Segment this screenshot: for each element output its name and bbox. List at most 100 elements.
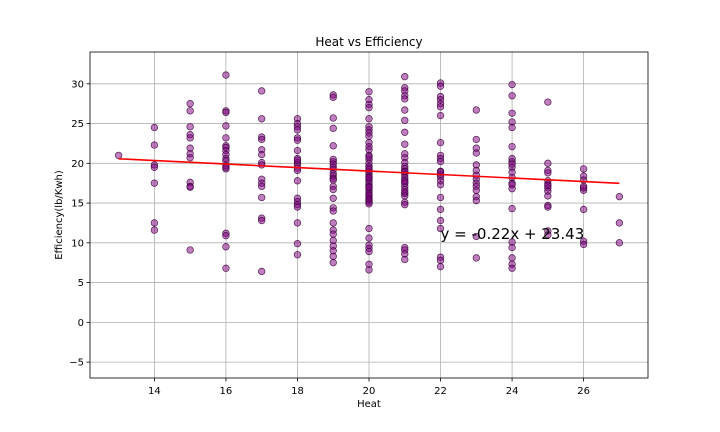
- data-point: [472, 232, 480, 241]
- data-point: [436, 263, 445, 271]
- data-point: [401, 255, 409, 264]
- data-point: [401, 201, 409, 209]
- x-tick-label: 26: [577, 386, 590, 397]
- data-point: [508, 243, 516, 252]
- x-tick-label: 24: [506, 386, 519, 397]
- data-point: [258, 150, 266, 159]
- data-point: [508, 181, 516, 189]
- data-point: [329, 176, 337, 184]
- data-point: [329, 252, 337, 260]
- data-point: [472, 254, 480, 262]
- data-point: [293, 126, 302, 134]
- data-point: [222, 122, 230, 130]
- data-point: [544, 98, 552, 106]
- data-point: [258, 115, 266, 123]
- data-point: [436, 216, 445, 225]
- data-point: [222, 243, 230, 251]
- data-point: [579, 165, 588, 173]
- data-point: [114, 151, 123, 160]
- data-point: [258, 216, 266, 225]
- x-axis-label: Heat: [357, 399, 381, 410]
- data-point: [329, 124, 337, 132]
- data-point: [401, 116, 409, 125]
- data-point: [258, 87, 266, 95]
- data-point: [579, 184, 588, 192]
- y-tick-label: 10: [71, 238, 84, 249]
- data-point: [329, 207, 337, 215]
- data-point: [329, 93, 337, 101]
- data-point: [472, 149, 480, 157]
- data-point: [472, 186, 480, 195]
- data-point: [508, 254, 516, 262]
- y-tick-label: 0: [78, 318, 84, 329]
- data-point: [508, 109, 516, 117]
- data-point: [508, 92, 516, 100]
- data-point: [186, 154, 194, 162]
- data-point: [258, 182, 266, 191]
- x-tick-label: 16: [220, 386, 233, 397]
- data-point: [472, 135, 480, 144]
- data-point: [508, 160, 516, 168]
- data-point: [544, 181, 552, 190]
- regression-line-layer: [118, 157, 620, 185]
- data-point: [365, 266, 373, 274]
- y-axis-label: Efficiency(lb/Kwh): [54, 170, 65, 260]
- data-point: [579, 240, 588, 249]
- data-point: [615, 219, 624, 227]
- data-point: [258, 135, 266, 144]
- data-point: [472, 106, 480, 114]
- data-point: [436, 82, 445, 90]
- data-point: [365, 247, 373, 256]
- data-point: [365, 234, 373, 242]
- data-point: [579, 205, 588, 214]
- data-point: [150, 163, 159, 171]
- y-tick-label: 20: [71, 159, 84, 170]
- x-axis-ticks: 14 16 18 20 22 24 26: [148, 378, 590, 397]
- y-axis-ticks: −5 0 5 10 15 20 25 30: [69, 79, 90, 369]
- data-point: [436, 138, 445, 147]
- data-point: [186, 123, 194, 131]
- data-point: [401, 72, 409, 81]
- data-point: [436, 205, 445, 214]
- data-point: [293, 156, 302, 164]
- data-point: [401, 95, 409, 103]
- data-point: [293, 251, 302, 259]
- y-tick-label: 15: [71, 199, 84, 210]
- data-point: [329, 142, 337, 150]
- y-tick-label: 25: [71, 119, 84, 130]
- data-point: [222, 71, 230, 79]
- data-point: [365, 195, 373, 203]
- data-point: [222, 264, 230, 272]
- data-point: [615, 239, 624, 247]
- data-point: [186, 134, 194, 142]
- data-point: [293, 146, 302, 155]
- data-point: [150, 141, 159, 149]
- data-point: [293, 239, 302, 248]
- data-point: [436, 193, 445, 202]
- regression-line: [118, 157, 620, 185]
- data-point: [329, 185, 337, 194]
- data-point: [436, 158, 445, 166]
- data-point: [329, 230, 337, 238]
- data-point: [329, 219, 337, 227]
- x-tick-label: 14: [148, 386, 161, 397]
- data-point: [222, 163, 230, 171]
- y-tick-label: −5: [69, 358, 84, 369]
- data-point: [186, 183, 194, 191]
- data-point: [544, 159, 552, 167]
- data-point: [436, 103, 445, 111]
- y-tick-label: 5: [78, 278, 84, 289]
- data-point: [401, 188, 409, 196]
- data-point: [365, 104, 373, 112]
- data-point: [436, 181, 445, 189]
- data-point: [508, 142, 516, 151]
- data-point: [544, 192, 552, 200]
- data-point: [365, 224, 373, 233]
- data-points: [114, 71, 624, 276]
- data-point: [186, 107, 194, 115]
- data-point: [222, 232, 230, 240]
- data-point: [293, 219, 302, 227]
- regression-equation-annotation: y = -0.22x + 23.43: [441, 225, 585, 243]
- data-point: [401, 106, 409, 114]
